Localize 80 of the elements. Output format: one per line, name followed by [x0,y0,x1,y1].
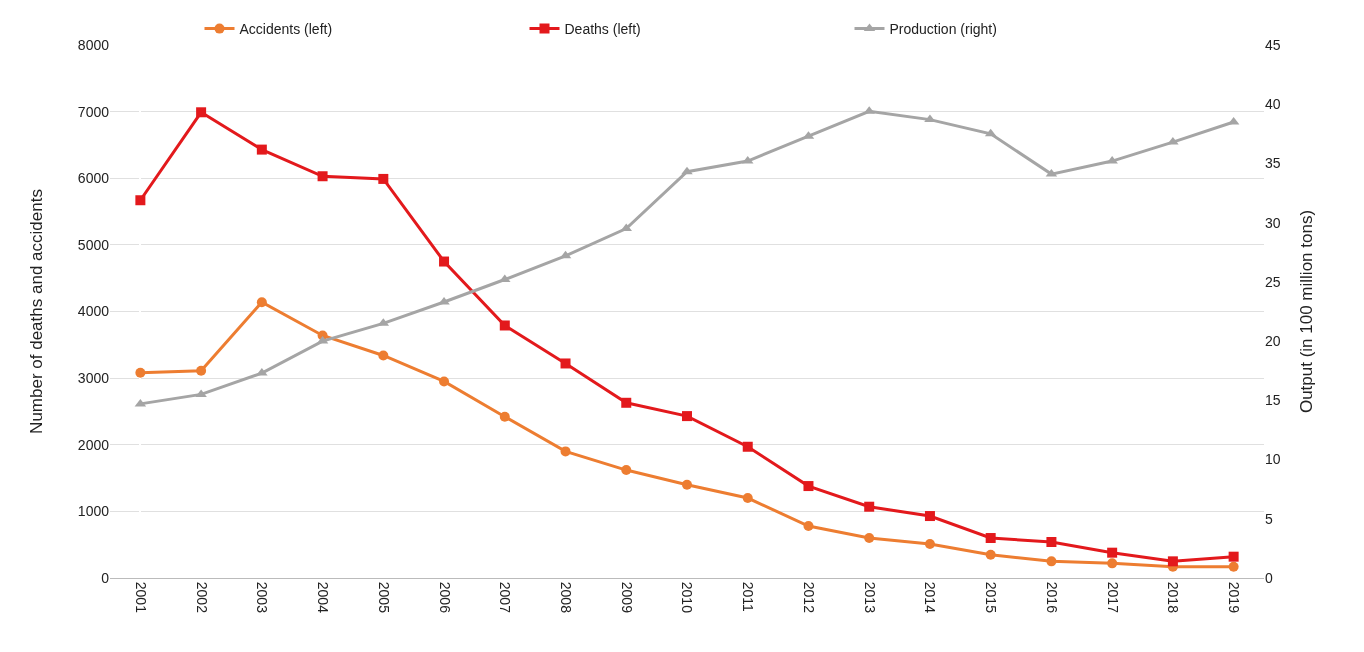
x-tick-label: 2015 [983,581,1000,614]
y-tick-label: 7000 [77,103,110,120]
x-tick-label: 2008 [557,581,574,614]
point [439,376,450,387]
x-tick-label: 2003 [254,581,271,614]
point [135,195,146,206]
y2-tick-label: 15 [1265,392,1281,409]
y2-axis-title: Output (in 100 million tons) [1297,209,1317,414]
legend-label: Accidents (left) [239,21,333,38]
point [682,411,692,422]
x-tick-label: 2010 [679,581,696,614]
point [439,256,450,267]
point [803,521,814,532]
y-tick-label: 3000 [77,370,110,387]
point [681,166,693,175]
point [499,320,510,331]
y-axis-title: Number of deaths and accidents [27,189,47,434]
y2-tick-label: 20 [1265,333,1281,350]
y2-tick-label: 25 [1265,273,1281,290]
point [317,171,328,182]
point [378,173,389,184]
point [560,358,571,369]
point [196,107,207,118]
point [864,501,875,512]
point [1228,561,1239,572]
x-tick-label: 2012 [800,581,817,614]
point [1046,556,1057,567]
point [742,441,753,452]
x-tick-label: 2005 [375,581,392,614]
point [803,481,814,492]
y2-tick-label: 40 [1265,96,1281,113]
point [256,144,267,155]
x-tick-label: 2011 [740,581,757,613]
point [924,539,935,550]
y2-tick-label: 5 [1265,510,1273,527]
point [985,549,996,560]
y2-tick-label: 0 [1265,569,1273,586]
point [196,365,207,376]
y2-tick-label: 10 [1265,451,1281,468]
legend-label: Production (right) [889,21,997,38]
x-tick-label: 2001 [132,581,149,614]
y2-tick-label: 45 [1265,36,1281,53]
point [1107,547,1118,558]
point [560,446,571,457]
point [1107,558,1118,569]
point [378,350,389,361]
y-tick-label: 1000 [77,503,110,520]
y-tick-label: 0 [101,569,110,586]
x-tick-label: 2004 [315,581,332,614]
point [621,397,632,408]
x-tick-label: 2007 [497,581,514,614]
point [256,297,267,308]
point [742,493,753,504]
y-tick-label: 6000 [77,170,110,187]
point [985,533,996,544]
point [1046,537,1057,548]
x-tick-label: 2002 [193,581,210,614]
x-tick-label: 2016 [1043,581,1060,614]
x-tick-label: 2009 [618,581,635,614]
point [924,511,935,522]
x-tick-label: 2019 [1226,581,1243,614]
y-tick-label: 4000 [77,303,110,320]
point [1167,556,1178,567]
y-tick-label: 5000 [77,236,110,253]
point [135,367,146,378]
point [1228,551,1239,562]
point [864,533,875,544]
x-tick-label: 2006 [436,581,453,614]
y-tick-label: 8000 [77,36,110,53]
x-tick-label: 2017 [1104,581,1121,614]
point [499,411,510,422]
point [621,465,632,476]
y2-tick-label: 30 [1265,214,1281,231]
x-tick-label: 2013 [861,581,878,614]
x-tick-label: 2014 [922,581,939,614]
y2-tick-label: 35 [1265,155,1281,172]
legend-label: Deaths (left) [564,21,641,38]
x-tick-label: 2018 [1165,581,1182,614]
y-tick-label: 2000 [77,436,110,453]
point [682,479,692,490]
